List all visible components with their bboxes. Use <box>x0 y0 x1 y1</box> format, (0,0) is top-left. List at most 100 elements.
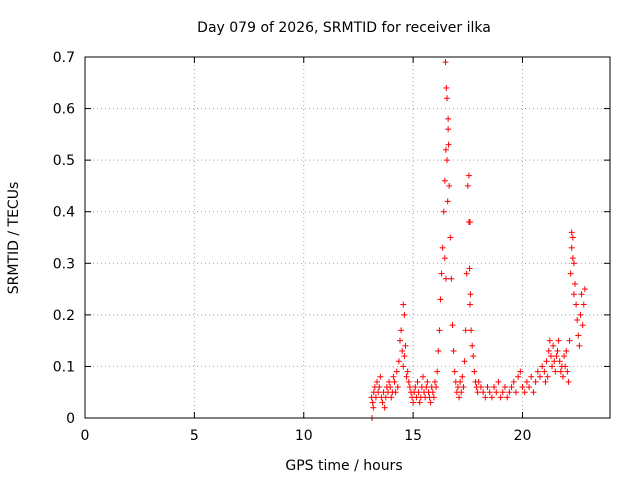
data-point <box>567 270 574 277</box>
data-point <box>488 394 495 401</box>
data-point <box>401 353 408 360</box>
data-point <box>444 198 451 205</box>
data-point <box>526 384 533 391</box>
data-point <box>552 368 559 375</box>
data-point <box>517 368 524 375</box>
data-point <box>434 368 441 375</box>
data-point <box>559 373 566 380</box>
data-point <box>437 296 444 303</box>
data-point <box>471 368 478 375</box>
data-point <box>430 394 437 401</box>
plot-frame <box>84 56 611 419</box>
data-point <box>578 291 585 298</box>
data-point <box>441 255 448 262</box>
data-point <box>401 311 408 318</box>
data-point <box>570 291 577 298</box>
data-point <box>450 347 457 354</box>
data-point <box>545 347 552 354</box>
y-tick-label: 0.7 <box>53 50 75 66</box>
data-point <box>470 353 477 360</box>
data-point <box>412 384 419 391</box>
data-point <box>574 317 581 324</box>
data-point <box>512 389 519 396</box>
data-point <box>379 399 386 406</box>
x-tick-label: 10 <box>295 428 313 444</box>
data-point <box>539 363 546 370</box>
data-point <box>564 368 571 375</box>
data-point <box>369 399 376 406</box>
data-point <box>447 234 454 241</box>
data-point <box>474 389 481 396</box>
data-point <box>506 389 513 396</box>
y-tick-label: 0 <box>66 411 75 427</box>
data-point <box>456 394 463 401</box>
data-point <box>541 368 548 375</box>
data-point <box>562 363 569 370</box>
data-point <box>386 378 393 385</box>
data-point <box>445 126 452 133</box>
data-point <box>448 275 455 282</box>
data-point <box>405 378 412 385</box>
data-point <box>443 84 450 91</box>
y-tick-label: 0.2 <box>53 308 75 324</box>
data-point <box>464 182 471 189</box>
data-point <box>410 399 417 406</box>
data-point <box>388 394 395 401</box>
data-point <box>446 182 453 189</box>
data-point <box>547 353 554 360</box>
data-point <box>427 399 434 406</box>
data-point <box>570 260 577 267</box>
data-point <box>581 286 588 293</box>
data-point <box>542 378 549 385</box>
data-point <box>563 347 570 354</box>
data-point <box>532 378 539 385</box>
data-point <box>579 322 586 329</box>
data-point <box>423 384 430 391</box>
data-point <box>433 384 440 391</box>
data-point <box>424 378 431 385</box>
y-tick-label: 0.4 <box>53 205 75 221</box>
data-point <box>419 373 426 380</box>
data-point <box>534 368 541 375</box>
data-point <box>482 394 489 401</box>
data-point <box>463 270 470 277</box>
x-tick-label: 15 <box>404 428 422 444</box>
data-point <box>402 342 409 349</box>
data-point <box>572 280 578 287</box>
data-point <box>416 399 423 406</box>
data-point <box>467 219 473 226</box>
data-point <box>436 327 443 334</box>
data-point <box>404 368 411 375</box>
data-point <box>445 115 452 122</box>
data-point <box>457 378 464 385</box>
data-point <box>495 378 502 385</box>
x-tick-label: 20 <box>514 428 532 444</box>
data-point <box>442 275 449 282</box>
data-point <box>549 363 556 370</box>
data-point <box>445 141 452 148</box>
data-point <box>391 378 398 385</box>
data-point <box>508 384 515 391</box>
y-axis-label: SRMTID / TECUs <box>6 182 22 295</box>
data-point <box>403 373 410 380</box>
data-point <box>491 384 498 391</box>
data-point <box>510 378 517 385</box>
data-point <box>569 255 576 262</box>
data-point <box>467 301 473 308</box>
data-point <box>442 59 449 66</box>
data-point <box>459 373 466 380</box>
data-point <box>480 389 487 396</box>
data-point <box>370 404 377 411</box>
data-point <box>523 378 530 385</box>
data-point <box>393 368 400 375</box>
data-point <box>553 353 560 360</box>
data-point <box>376 384 383 391</box>
data-point <box>519 384 526 391</box>
data-point <box>382 394 389 401</box>
data-point <box>546 337 553 344</box>
x-tick-label: 0 <box>81 428 90 444</box>
data-point <box>461 358 468 365</box>
data-point <box>469 342 476 349</box>
data-point <box>575 332 582 339</box>
data-point <box>451 368 458 375</box>
